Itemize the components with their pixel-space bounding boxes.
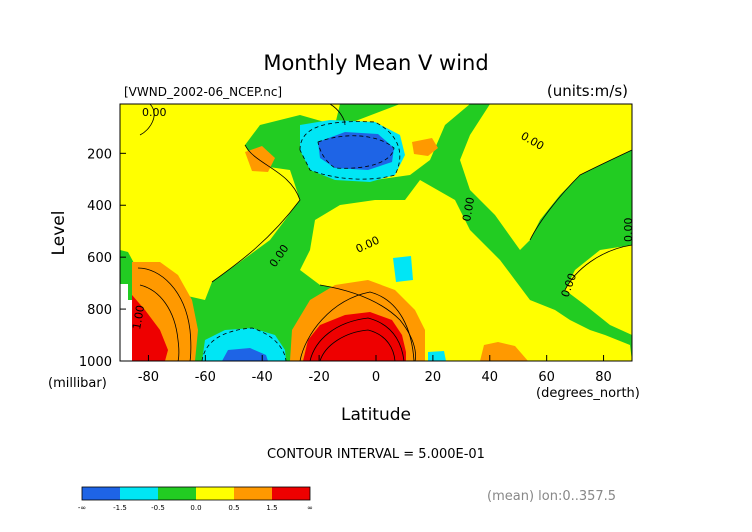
cyan-blob-south-centre — [428, 351, 446, 361]
contour-neg-upper-inner — [317, 135, 395, 169]
yellow-region-west — [120, 104, 340, 300]
contour-pos-south-central-3 — [319, 329, 396, 362]
x-tick-label: -80 — [138, 370, 159, 385]
colorbar-label: 1.5 — [266, 504, 277, 512]
contour-zero-west — [139, 103, 155, 136]
dataset-label: [VWND_2002-06_NCEP.nc] — [124, 85, 282, 99]
colorbar-swatch — [120, 487, 158, 500]
blue-region-upper — [318, 132, 394, 170]
y-tick-label: 400 — [87, 199, 112, 214]
colorbar-swatch — [234, 487, 272, 500]
red-region-southwest — [132, 295, 168, 361]
x-tick-label: 0 — [372, 370, 380, 385]
contour-zero-west-mid — [211, 144, 301, 283]
y-tick-label: 800 — [87, 303, 112, 318]
contour-pos-south-central-1 — [299, 291, 415, 362]
units-label: (units:m/s) — [547, 82, 628, 100]
y-axis: 200 400 600 800 1000 — [79, 147, 126, 370]
blue-region-south — [222, 348, 268, 361]
contour-label-6: 0.00 — [622, 218, 635, 243]
colorbar-label: -1.5 — [113, 504, 127, 512]
red-region-south-central — [303, 312, 406, 361]
plot-area: 0.00 0.00 0.00 0.00 0.00 0.00 0.00 1.00 — [120, 103, 635, 362]
y-tick-label: 200 — [87, 147, 112, 162]
cyan-region-south — [202, 328, 286, 361]
x-tick-label: 20 — [425, 370, 442, 385]
colorbar-label: -0.5 — [151, 504, 165, 512]
contour-interval-note: CONTOUR INTERVAL = 5.000E-01 — [267, 447, 485, 462]
yellow-region-centre — [300, 180, 632, 361]
blue-regions — [222, 132, 394, 361]
yellow-region-east-lower — [565, 245, 632, 335]
y-tick-label: 1000 — [79, 355, 112, 370]
chart-title: Monthly Mean V wind — [263, 51, 488, 75]
missing-data-region — [120, 284, 132, 361]
contour-pos-southwest-1 — [137, 267, 192, 362]
colorbar-label: 0.5 — [228, 504, 239, 512]
colorbar: -∞ -1.5 -0.5 0.0 0.5 1.5 ∞ — [78, 486, 313, 512]
colorbar-swatch — [272, 487, 310, 500]
contour-zero-top — [329, 103, 346, 126]
x-tick-label: 40 — [482, 370, 499, 385]
colorbar-border — [81, 486, 311, 501]
red-regions — [132, 295, 406, 361]
x-tick-label: -20 — [308, 370, 329, 385]
x-tick-label: -40 — [252, 370, 273, 385]
y-axis-title: Level — [49, 211, 69, 256]
cyan-blob-centre — [393, 256, 413, 282]
contour-neg-upper-outer — [299, 121, 401, 180]
x-tick-label: 60 — [538, 370, 555, 385]
colorbar-swatch — [82, 487, 120, 500]
contour-label-5: 0.00 — [460, 196, 477, 222]
contour-label-1: 0.00 — [142, 106, 167, 119]
colorbar-swatch — [196, 487, 234, 500]
contour-neg-south — [201, 327, 287, 362]
footer-note: (mean) lon:0..357.5 — [487, 489, 616, 504]
orange-region-south-east — [480, 342, 528, 361]
colorbar-label: 0.0 — [190, 504, 201, 512]
y-tick-label: 600 — [87, 251, 112, 266]
x-axis: -80 -60 -40 -20 0 20 40 60 80 — [138, 355, 612, 385]
x-tick-label: -60 — [195, 370, 216, 385]
colorbar-label: ∞ — [307, 504, 313, 512]
contour-zero-east-lower — [564, 244, 633, 291]
orange-blob-centre-upper — [412, 138, 438, 156]
x-tick-label: 80 — [595, 370, 612, 385]
yellow-region-east — [460, 104, 632, 250]
x-axis-units: (degrees_north) — [536, 386, 640, 401]
x-axis-title: Latitude — [341, 405, 411, 425]
contour-lines — [137, 103, 633, 362]
contour-zero-centre — [319, 284, 416, 362]
contour-label-8: 1.00 — [130, 304, 147, 330]
contour-pos-south-central-2 — [309, 317, 405, 362]
colorbar-label: -∞ — [78, 504, 86, 512]
contour-zero-east — [529, 149, 633, 241]
y-axis-units: (millibar) — [48, 376, 107, 391]
contour-pos-southwest-2 — [139, 284, 180, 362]
colorbar-swatch — [158, 487, 196, 500]
